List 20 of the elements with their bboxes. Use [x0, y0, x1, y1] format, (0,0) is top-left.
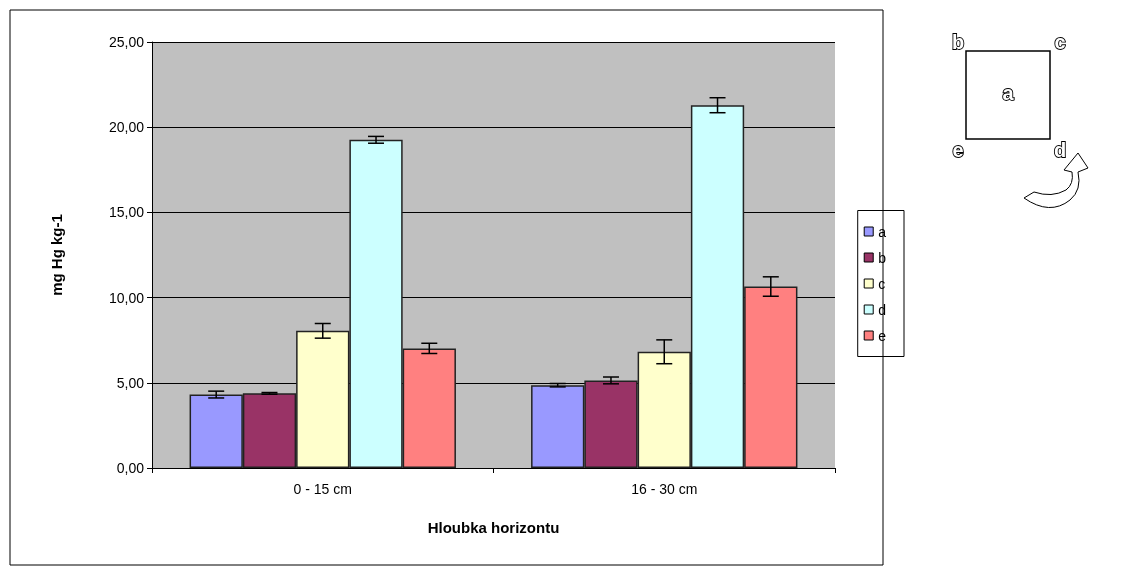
- legend-label: c: [878, 275, 886, 292]
- legend-label: a: [878, 223, 887, 240]
- x-axis-title: Hloubka horizontu: [427, 519, 560, 536]
- text: e: [952, 139, 964, 161]
- x-tick-label: 0 - 15 cm: [293, 481, 352, 497]
- text: c: [1054, 31, 1066, 53]
- legend-label: e: [878, 327, 887, 344]
- y-tick-label: 0,00: [116, 460, 145, 476]
- y-tick-label: 15,00: [108, 204, 145, 221]
- y-tick-label: 25,00: [108, 34, 145, 50]
- y-tick-label: 5,00: [116, 374, 145, 391]
- y-tick-label: 20,00: [108, 119, 145, 136]
- text: a: [1002, 82, 1015, 104]
- x-tick-label: 16 - 30 cm: [631, 481, 698, 497]
- y-axis-title: mg Hg kg-1: [48, 214, 65, 296]
- legend-label: d: [878, 301, 887, 318]
- y-tick-label: 10,00: [108, 289, 145, 306]
- legend-label: b: [878, 249, 887, 266]
- text: d: [1053, 139, 1067, 161]
- text: b: [951, 31, 965, 53]
